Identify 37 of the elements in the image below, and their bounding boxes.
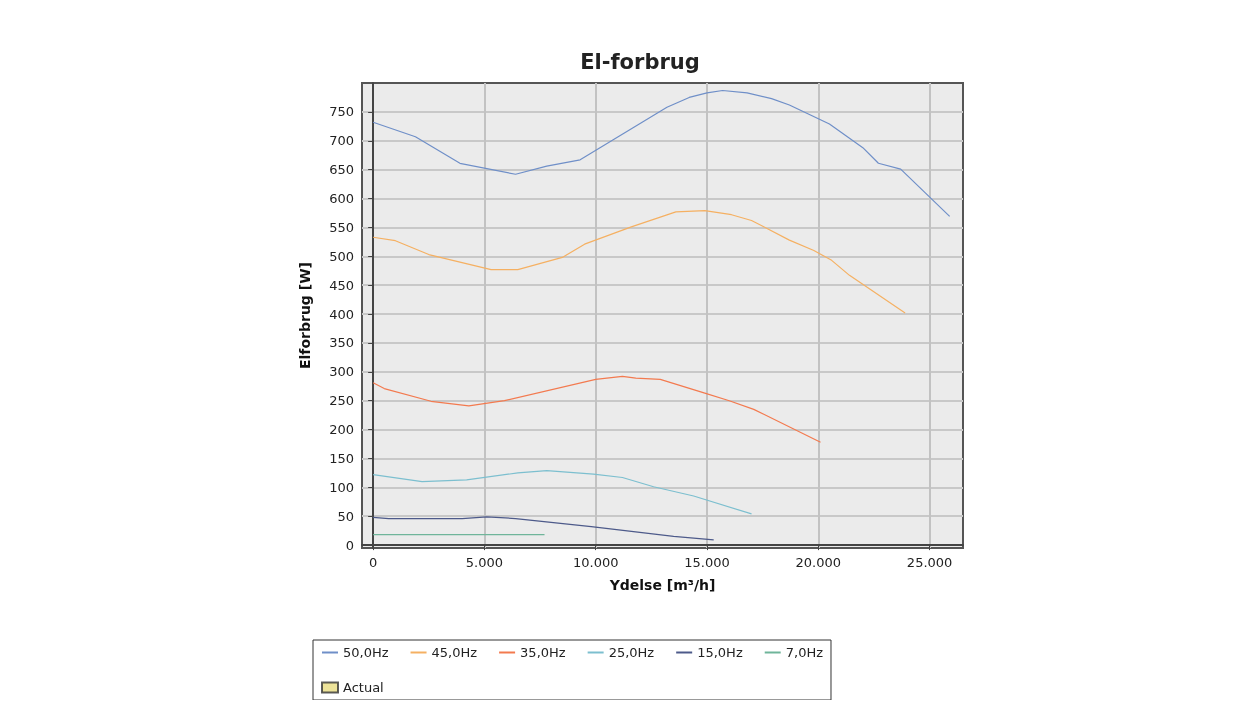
y-tick-label: 350: [329, 335, 354, 351]
x-tick-label: 10.000: [572, 555, 619, 570]
y-tick-label: 200: [329, 422, 354, 438]
x-tick-label: 5.000: [465, 555, 504, 570]
y-tick-label: 750: [329, 104, 354, 120]
y-tick-label: 500: [329, 248, 354, 264]
y-tick-label: 250: [329, 393, 354, 409]
x-tick-label: 0: [368, 555, 378, 570]
legend-label: 45,0Hz: [431, 645, 478, 660]
legend-label: 7,0Hz: [785, 645, 824, 660]
legend-label: 35,0Hz: [520, 645, 566, 660]
y-tick-label: 450: [329, 277, 354, 293]
x-tick-label: 20.000: [795, 555, 842, 570]
y-tick-label: 700: [329, 133, 354, 149]
y-tick-label: 650: [329, 162, 354, 178]
y-tick-label: 300: [329, 364, 354, 380]
legend-label: 25,0Hz: [608, 645, 655, 660]
y-tick-label: 50: [337, 508, 354, 524]
legend-label: 15,0Hz: [697, 645, 743, 660]
y-tick-label: 550: [329, 219, 354, 235]
line-series: [372, 470, 753, 515]
y-tick-label: 150: [329, 450, 354, 466]
y-axis-title: Elforbrug [W]: [297, 261, 313, 370]
line-series: [372, 89, 951, 218]
legend-label: 50,0Hz: [343, 645, 389, 660]
legend-label: Actual: [343, 680, 384, 695]
chart-title: El-forbrug: [580, 49, 700, 74]
x-tick-label: 15.000: [684, 555, 730, 570]
y-tick-label: 100: [329, 479, 354, 495]
y-tick-label: 600: [329, 191, 354, 207]
line-series: [372, 375, 822, 443]
x-axis-title: Ydelse [m³/h]: [608, 577, 716, 593]
line-series: [372, 516, 715, 541]
y-tick-label: 0: [345, 537, 354, 553]
line-series: [372, 210, 906, 314]
x-tick-label: 25.000: [906, 555, 953, 570]
y-tick-label: 400: [329, 306, 354, 322]
